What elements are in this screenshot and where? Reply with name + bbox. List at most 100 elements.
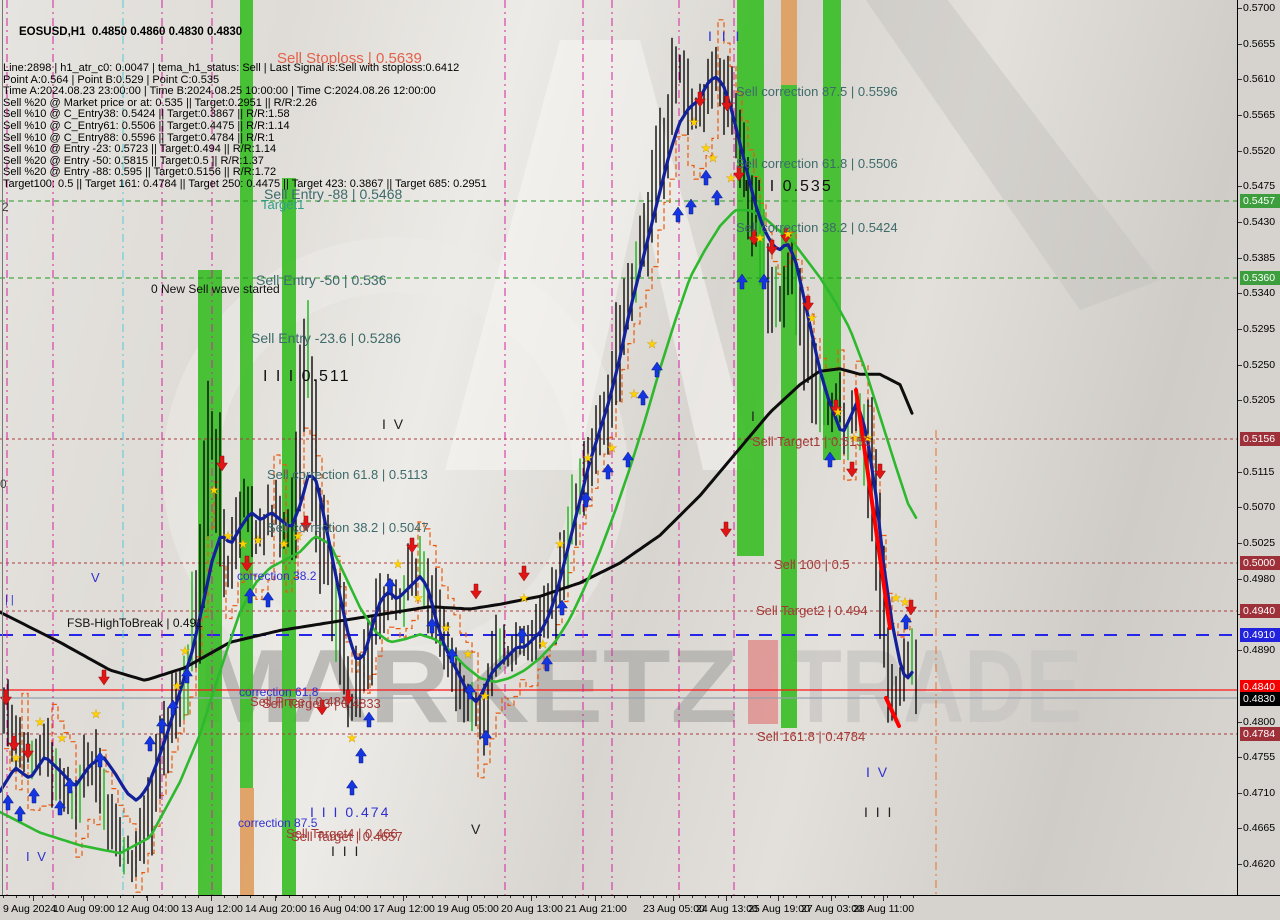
time-minor-tick bbox=[783, 896, 784, 898]
sell-arrow-icon bbox=[905, 599, 917, 616]
price-tick-label: 0.5700 bbox=[1243, 2, 1276, 14]
chart-annotation: 2 bbox=[2, 200, 9, 214]
chart-annotation: Sell correction 87.5 | 0.5596 bbox=[736, 84, 898, 99]
star-icon: ★ bbox=[393, 557, 404, 571]
star-icon: ★ bbox=[607, 441, 618, 455]
price-badge: 0.5360 bbox=[1240, 271, 1280, 285]
chart-annotation: I I I bbox=[708, 28, 743, 44]
time-minor-tick bbox=[562, 896, 563, 898]
buy-arrow-icon bbox=[446, 647, 458, 664]
time-minor-tick bbox=[302, 896, 303, 898]
chart-annotation: I I I 0.511 bbox=[263, 368, 351, 385]
buy-arrow-icon bbox=[64, 777, 76, 794]
sell-arrow-icon bbox=[300, 515, 312, 532]
chart-annotation: I V bbox=[26, 849, 48, 864]
price-tick-mark bbox=[1238, 650, 1242, 651]
time-tick-mark bbox=[831, 896, 832, 901]
price-badge: 0.4784 bbox=[1240, 727, 1280, 741]
info-line: Sell %10 @ C_Entry88: 0.5596 || Target:0… bbox=[3, 131, 275, 144]
info-line: Sell %10 @ C_Entry38: 0.5424 || Target:0… bbox=[3, 108, 290, 121]
buy-arrow-icon bbox=[516, 627, 528, 644]
price-tick-label: 0.4800 bbox=[1243, 716, 1276, 728]
star-icon: ★ bbox=[863, 431, 874, 445]
fast_ma_navy-line bbox=[0, 75, 914, 802]
chart-annotation: Sell Target | 0.4657 bbox=[291, 829, 403, 844]
chart-annotation: Sell Entry -50 | 0.536 bbox=[256, 272, 387, 288]
time-minor-tick bbox=[627, 896, 628, 898]
price-tick-mark bbox=[1238, 400, 1242, 401]
price-tick-label: 0.5655 bbox=[1243, 38, 1276, 50]
sell-arrow-icon bbox=[846, 461, 858, 478]
star-icon: ★ bbox=[293, 529, 304, 543]
time-tick-mark bbox=[778, 896, 779, 901]
time-minor-tick bbox=[588, 896, 589, 898]
sell-arrow-icon bbox=[874, 463, 886, 480]
time-tick-mark bbox=[673, 896, 674, 901]
buy-arrow-icon bbox=[758, 273, 770, 290]
price-tick-label: 0.5295 bbox=[1243, 323, 1276, 335]
chart-annotation: Sell 161.8 | 0.4784 bbox=[757, 729, 866, 744]
time-minor-tick bbox=[237, 896, 238, 898]
sell-arrow-icon bbox=[802, 295, 814, 312]
time-minor-tick bbox=[172, 896, 173, 898]
time-minor-tick bbox=[328, 896, 329, 898]
time-tick-mark bbox=[726, 896, 727, 901]
time-minor-tick bbox=[484, 896, 485, 898]
time-minor-tick bbox=[523, 896, 524, 898]
chart-annotation: V bbox=[471, 821, 481, 837]
time-minor-tick bbox=[835, 896, 836, 898]
time-minor-tick bbox=[653, 896, 654, 898]
chart-annotation: | | bbox=[5, 594, 14, 606]
chart-annotation: V bbox=[91, 570, 100, 585]
time-minor-tick bbox=[315, 896, 316, 898]
time-minor-tick bbox=[757, 896, 758, 898]
symbol-title: EOSUSD,H1 0.4850 0.4860 0.4830 0.4830 bbox=[19, 26, 243, 39]
sell-arrow-icon bbox=[98, 669, 110, 686]
sell-arrow-icon bbox=[721, 95, 733, 112]
chart-annotation: Sell correction 61.8 | 0.5113 bbox=[267, 467, 428, 482]
star-icon: ★ bbox=[519, 591, 530, 605]
time-tick-mark bbox=[211, 896, 212, 901]
time-minor-tick bbox=[718, 896, 719, 898]
time-minor-tick bbox=[3, 896, 4, 898]
price-tick-mark bbox=[1238, 365, 1242, 366]
time-minor-tick bbox=[848, 896, 849, 898]
time-minor-tick bbox=[614, 896, 615, 898]
time-axis[interactable]: 9 Aug 2024 10 Aug 09:00 12 Aug 04:00 13 Aug… bbox=[0, 895, 1280, 920]
chart-annotation: Sell Entry -23.6 | 0.5286 bbox=[251, 330, 401, 346]
time-minor-tick bbox=[367, 896, 368, 898]
time-minor-tick bbox=[341, 896, 342, 898]
buy-arrow-icon bbox=[464, 683, 476, 700]
price-tick-label: 0.5070 bbox=[1243, 501, 1276, 513]
sell-arrow-icon bbox=[342, 689, 354, 706]
chart-canvas[interactable]: MARKETZ TRADE ★ ★ ★ ★ ★ ★ ★ ★ ★ ★ ★ ★ ★ ★ ★ ★ ★ ★ ★ ★ ★ ★ ★ ★ ★ ★ ★ ★… bbox=[0, 0, 1237, 895]
time-tick-mark bbox=[467, 896, 468, 901]
time-minor-tick bbox=[419, 896, 420, 898]
time-minor-tick bbox=[185, 896, 186, 898]
buy-arrow-icon bbox=[736, 273, 748, 290]
chart-annotation: Sell Target3 | 0.4833 bbox=[262, 696, 381, 711]
star-icon: ★ bbox=[726, 171, 737, 185]
chart-annotation: 0 bbox=[0, 477, 7, 491]
time-minor-tick bbox=[198, 896, 199, 898]
time-minor-tick bbox=[900, 896, 901, 898]
time-minor-tick bbox=[874, 896, 875, 898]
time-minor-tick bbox=[250, 896, 251, 898]
price-axis[interactable]: 0.5700 0.5655 0.5610 0.5565 0.5520 0.5475 0.54… bbox=[1237, 0, 1280, 906]
time-tick-label: 14 Aug 20:00 bbox=[245, 903, 307, 915]
star-icon: ★ bbox=[849, 431, 860, 445]
chart-annotation: FSB-HighToBreak | 0.491 bbox=[67, 616, 203, 630]
star-icon: ★ bbox=[480, 689, 491, 703]
buy-arrow-icon bbox=[384, 577, 396, 594]
price-tick-mark bbox=[1238, 329, 1242, 330]
price-bars bbox=[3, 37, 917, 883]
chart-annotation: Sell Target4 | 0.466 bbox=[286, 826, 398, 841]
time-tick-label: 27 Aug 03:00 bbox=[801, 903, 863, 915]
time-minor-tick bbox=[432, 896, 433, 898]
price-plot[interactable]: MARKETZ TRADE★★★★★★★ ★ ★★★★★★★★★★★★★★★★★ ★★★… bbox=[0, 0, 1237, 895]
price-tick-mark bbox=[1238, 472, 1242, 473]
star-icon: ★ bbox=[538, 637, 549, 651]
info-line: Sell %10 @ C_Entry61: 0.5506 || Target:0… bbox=[3, 119, 290, 132]
price-tick-label: 0.5610 bbox=[1243, 73, 1276, 85]
sell-arrow-icon bbox=[316, 699, 328, 716]
